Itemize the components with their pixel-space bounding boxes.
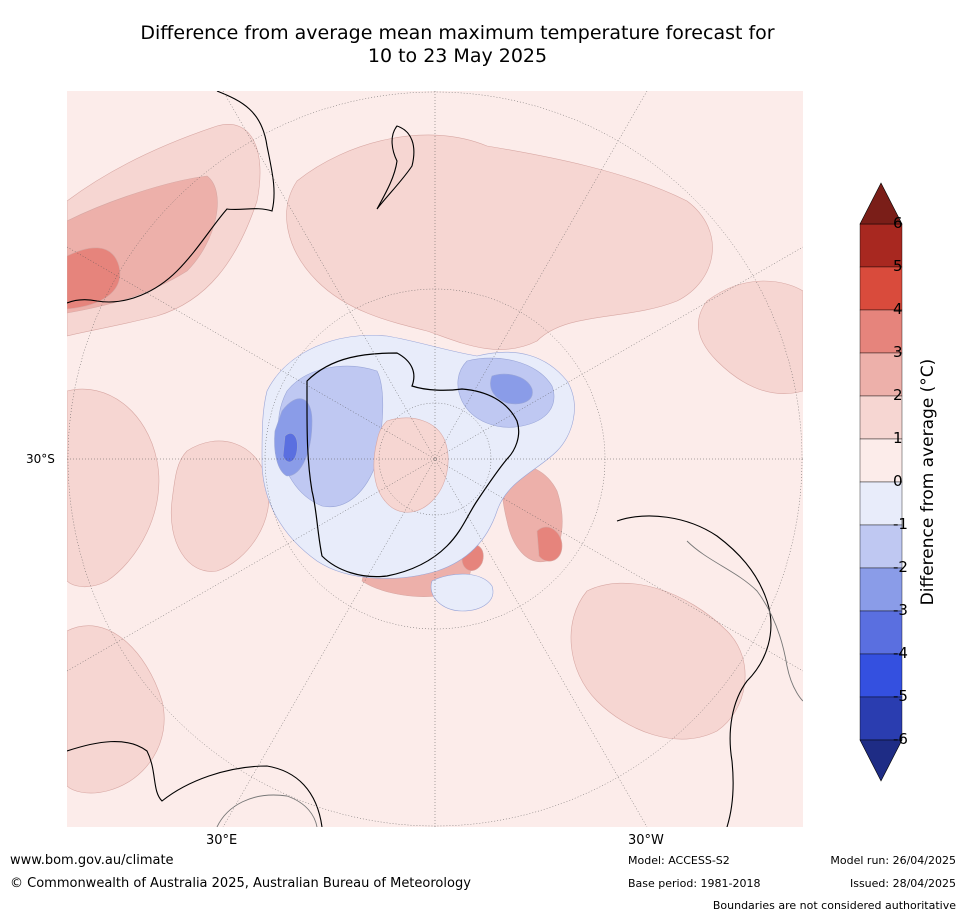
colorbar-segment <box>859 653 903 698</box>
cool-region-east-antarctica-peak <box>282 432 298 463</box>
warm-region-drake-peak <box>536 526 563 562</box>
warm-region-pacific-east <box>698 280 803 394</box>
coastlines <box>67 91 803 827</box>
footer-copyright: © Commonwealth of Australia 2025, Austra… <box>10 876 471 891</box>
africa-coast <box>67 741 323 827</box>
colorbar-segment <box>859 309 903 354</box>
colorbar-label-close: ) <box>918 358 938 366</box>
latitude-label-30s: 30°S <box>26 452 55 466</box>
colorbar-tick-label: 0 <box>893 472 903 490</box>
colorbar-tick-label: 5 <box>893 257 903 275</box>
warm-region-indian <box>67 388 160 588</box>
footer-issued: Issued: 28/04/2025 <box>849 877 956 890</box>
meridian-30w <box>222 91 648 827</box>
colorbar-segment <box>859 481 903 526</box>
new-zealand-coast <box>376 125 415 210</box>
colorbar-segment <box>859 395 903 440</box>
colorbar-tick-label: -1 <box>893 515 908 533</box>
colorbar-label-unit: °C <box>918 365 938 386</box>
footer-base-period: Base period: 1981-2018 <box>628 877 761 890</box>
colorbar-segment <box>859 696 903 741</box>
footer-model-run: Model run: 26/04/2025 <box>830 854 956 867</box>
colorbar-tick-label: -3 <box>893 601 908 619</box>
colorbar-tick-label: 3 <box>893 343 903 361</box>
colorbar-tick-label: -2 <box>893 558 908 576</box>
warm-region-pacific <box>286 134 713 350</box>
colorbar <box>859 182 903 782</box>
australia-coast <box>67 91 275 304</box>
colorbar-over-arrow <box>859 182 903 225</box>
colorbar-tick-label: -4 <box>893 644 908 662</box>
polar-map <box>67 91 803 827</box>
south-america-coast <box>616 515 772 827</box>
title-line-1: Difference from average mean maximum tem… <box>140 22 775 44</box>
colorbar-tick-label: 6 <box>893 214 903 232</box>
title-line-2: 10 to 23 May 2025 <box>367 45 548 67</box>
cool-region-south-atlantic <box>430 573 494 612</box>
colorbar-label: Difference from average (°C) <box>918 332 938 632</box>
colorbar-segment <box>859 610 903 655</box>
colorbar-under-arrow <box>859 739 903 782</box>
antarctica-outline <box>306 352 520 578</box>
colorbar-segments <box>859 223 903 741</box>
colorbar-label-main: Difference from average ( <box>918 385 938 606</box>
cool-region-west-antarctica-core <box>490 373 533 405</box>
south-america-border <box>686 540 803 702</box>
footer-model: Model: ACCESS-S2 <box>628 854 730 867</box>
colorbar-tick-label: -6 <box>893 730 908 748</box>
warm-anomaly-layer <box>67 124 803 794</box>
warm-region-indian-mid <box>170 440 270 572</box>
map-canvas <box>67 91 803 827</box>
meridian-60w <box>67 246 803 672</box>
colorbar-tick-label: 4 <box>893 300 903 318</box>
colorbar-tick-label: 2 <box>893 386 903 404</box>
africa-border <box>216 794 318 827</box>
meridian-60e <box>67 246 803 672</box>
meridian-30e <box>222 91 648 827</box>
warm-region-atlantic <box>570 582 746 740</box>
footer-website: www.bom.gov.au/climate <box>10 853 174 868</box>
antarctic-pole-warm-region <box>373 417 449 513</box>
colorbar-tick-label: -5 <box>893 687 908 705</box>
colorbar-segment <box>859 266 903 311</box>
colorbar-tick-label: 1 <box>893 429 903 447</box>
warm-region-africa-south <box>67 625 165 794</box>
colorbar-segment <box>859 352 903 397</box>
longitude-label-30w: 30°W <box>628 833 664 848</box>
graticule <box>67 91 803 827</box>
warm-region-australia-peak <box>67 247 121 310</box>
footer-disclaimer: Boundaries are not considered authoritat… <box>712 899 956 912</box>
colorbar-segment <box>859 438 903 483</box>
colorbar-segment <box>859 567 903 612</box>
map-title: Difference from average mean maximum tem… <box>60 22 855 68</box>
colorbar-segment <box>859 223 903 268</box>
longitude-label-30e: 30°E <box>206 833 238 848</box>
